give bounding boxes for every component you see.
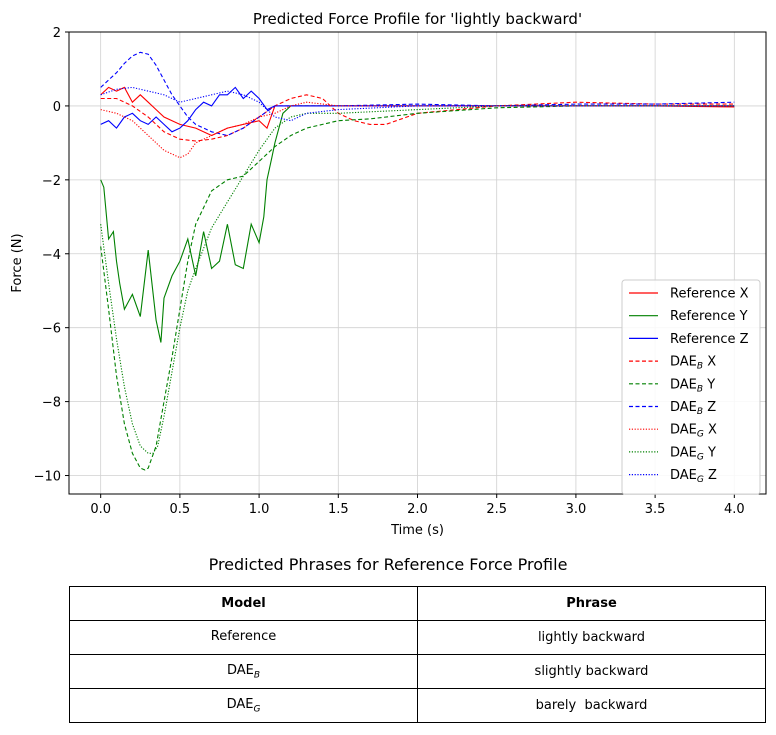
x-tick-label: 0.5 bbox=[170, 502, 191, 517]
legend-entry: DAEB Y bbox=[670, 377, 715, 394]
series-line bbox=[100, 51, 735, 137]
series-lines bbox=[100, 51, 735, 471]
y-tick-label: −2 bbox=[42, 174, 61, 189]
chart-title: Predicted Force Profile for 'lightly bac… bbox=[253, 10, 582, 28]
legend-box bbox=[621, 279, 761, 495]
cell-model: DAEG bbox=[69, 688, 418, 723]
y-tick-label: −4 bbox=[42, 248, 61, 263]
phrases-table: Model Phrase Reference lightly backward … bbox=[69, 586, 766, 723]
y-tick-label: 0 bbox=[53, 100, 61, 115]
y-axis-label: Force (N) bbox=[10, 233, 25, 292]
axis-ticks: 0.0 0.5 1.0 1.5 2.0 2.5 3.0 3.5 4.0 2 0 −2 −4 −6 −8 −10 bbox=[34, 26, 745, 517]
legend-entry: Reference Z bbox=[670, 332, 749, 347]
y-tick-label: −10 bbox=[34, 470, 61, 485]
x-tick-label: 4.0 bbox=[724, 502, 745, 517]
legend-entry: DAEB Z bbox=[670, 400, 716, 417]
x-tick-label: 2.5 bbox=[486, 502, 507, 517]
series-line bbox=[100, 105, 735, 454]
legend-entry: Reference X bbox=[670, 287, 749, 302]
header-model: Model bbox=[69, 586, 418, 621]
force-chart: 0.0 0.5 1.0 1.5 2.0 2.5 3.0 3.5 4.0 2 0 −2 −4 −6 −8 −10… bbox=[10, 10, 767, 538]
table-header-row: Model Phrase bbox=[69, 586, 766, 621]
y-tick-label: −6 bbox=[42, 322, 61, 337]
x-axis-label: Time (s) bbox=[390, 523, 444, 538]
y-tick-label: 2 bbox=[53, 26, 61, 41]
legend-entry: DAEB X bbox=[670, 355, 716, 372]
table-row: DAEG barely backward bbox=[69, 688, 766, 723]
legend-entry: DAEG X bbox=[670, 423, 717, 440]
x-tick-label: 1.0 bbox=[249, 502, 270, 517]
x-tick-label: 1.5 bbox=[328, 502, 349, 517]
legend-entry: DAEG Y bbox=[670, 445, 716, 462]
legend-entry: DAEG Z bbox=[670, 468, 717, 485]
legend-entry: Reference Y bbox=[670, 309, 748, 324]
table-title: Predicted Phrases for Reference Force Pr… bbox=[208, 555, 568, 574]
x-tick-label: 3.0 bbox=[566, 502, 587, 517]
x-tick-label: 2.0 bbox=[407, 502, 428, 517]
series-line bbox=[100, 101, 735, 159]
table-row: Reference lightly backward bbox=[69, 620, 766, 655]
table-row: DAEB slightly backward bbox=[69, 654, 766, 689]
series-line bbox=[100, 105, 735, 471]
series-line bbox=[100, 86, 735, 122]
cell-phrase: lightly backward bbox=[417, 620, 766, 655]
legend: Reference X Reference Y Reference Z DAEB X D… bbox=[621, 279, 761, 495]
x-tick-label: 3.5 bbox=[645, 502, 666, 517]
cell-phrase: barely backward bbox=[417, 688, 766, 723]
cell-phrase: slightly backward bbox=[417, 654, 766, 689]
cell-model: DAEB bbox=[69, 654, 418, 689]
cell-model: Reference bbox=[69, 620, 418, 655]
x-tick-label: 0.0 bbox=[90, 502, 111, 517]
y-tick-label: −8 bbox=[42, 396, 61, 411]
header-phrase: Phrase bbox=[417, 586, 766, 621]
